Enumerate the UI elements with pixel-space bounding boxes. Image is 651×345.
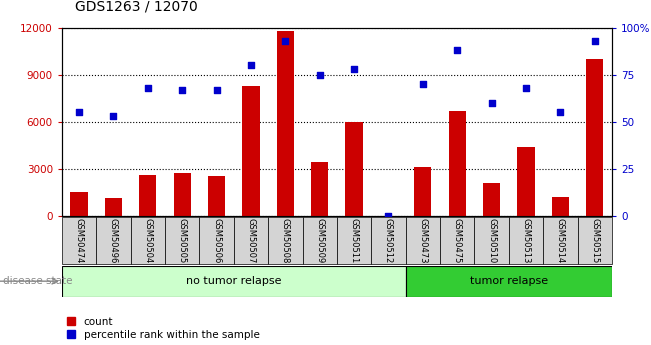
Bar [242, 86, 260, 216]
Bar [449, 111, 466, 216]
Text: GSM50475: GSM50475 [452, 218, 462, 263]
Text: GSM50505: GSM50505 [178, 218, 187, 263]
Bar [105, 198, 122, 216]
Bar [586, 59, 603, 216]
Text: GSM50515: GSM50515 [590, 218, 600, 263]
Point [486, 100, 497, 106]
Text: GSM50507: GSM50507 [247, 218, 255, 263]
Bar [208, 176, 225, 216]
Bar [131, 217, 165, 264]
Text: GSM50509: GSM50509 [315, 218, 324, 263]
Bar [199, 217, 234, 264]
Point [452, 47, 462, 53]
Legend: count, percentile rank within the sample: count, percentile rank within the sample [67, 317, 260, 340]
Text: tumor relapse: tumor relapse [470, 276, 548, 286]
Bar [543, 217, 577, 264]
Point [314, 72, 325, 77]
Bar [303, 217, 337, 264]
Text: GSM50510: GSM50510 [487, 218, 496, 263]
Text: GSM50514: GSM50514 [556, 218, 565, 263]
Text: GSM50473: GSM50473 [419, 218, 427, 263]
Text: no tumor relapse: no tumor relapse [186, 276, 281, 286]
Bar [139, 175, 156, 216]
Bar [414, 167, 432, 216]
Bar [552, 197, 569, 216]
Point [418, 81, 428, 87]
Point [245, 62, 256, 68]
Text: GSM50496: GSM50496 [109, 218, 118, 263]
Text: GSM50506: GSM50506 [212, 218, 221, 263]
Bar [337, 217, 371, 264]
Point [555, 109, 566, 115]
Text: GSM50512: GSM50512 [384, 218, 393, 263]
Point [143, 85, 153, 90]
Point [349, 66, 359, 72]
Text: GSM50513: GSM50513 [521, 218, 531, 263]
Text: GSM50511: GSM50511 [350, 218, 359, 263]
Point [108, 113, 118, 119]
Bar [346, 121, 363, 216]
Bar [311, 162, 328, 216]
Bar [483, 183, 500, 216]
Text: disease state: disease state [3, 276, 73, 286]
Bar [406, 217, 440, 264]
Point [212, 87, 222, 92]
Bar [406, 266, 612, 297]
Bar [509, 217, 543, 264]
Bar [62, 266, 406, 297]
Bar [577, 217, 612, 264]
Text: GSM50474: GSM50474 [74, 218, 83, 263]
Point [383, 213, 394, 218]
Text: GSM50504: GSM50504 [143, 218, 152, 263]
Bar [440, 217, 475, 264]
Text: GSM50508: GSM50508 [281, 218, 290, 263]
Bar [475, 217, 509, 264]
Bar [70, 192, 88, 216]
Bar [96, 217, 131, 264]
Bar [234, 217, 268, 264]
Point [74, 109, 84, 115]
Point [590, 38, 600, 43]
Point [280, 38, 290, 43]
Point [521, 85, 531, 90]
Bar [62, 217, 96, 264]
Point [177, 87, 187, 92]
Bar [277, 31, 294, 216]
Bar [518, 147, 534, 216]
Text: GDS1263 / 12070: GDS1263 / 12070 [75, 0, 198, 14]
Bar [174, 173, 191, 216]
Bar [268, 217, 303, 264]
Bar [371, 217, 406, 264]
Bar [165, 217, 199, 264]
